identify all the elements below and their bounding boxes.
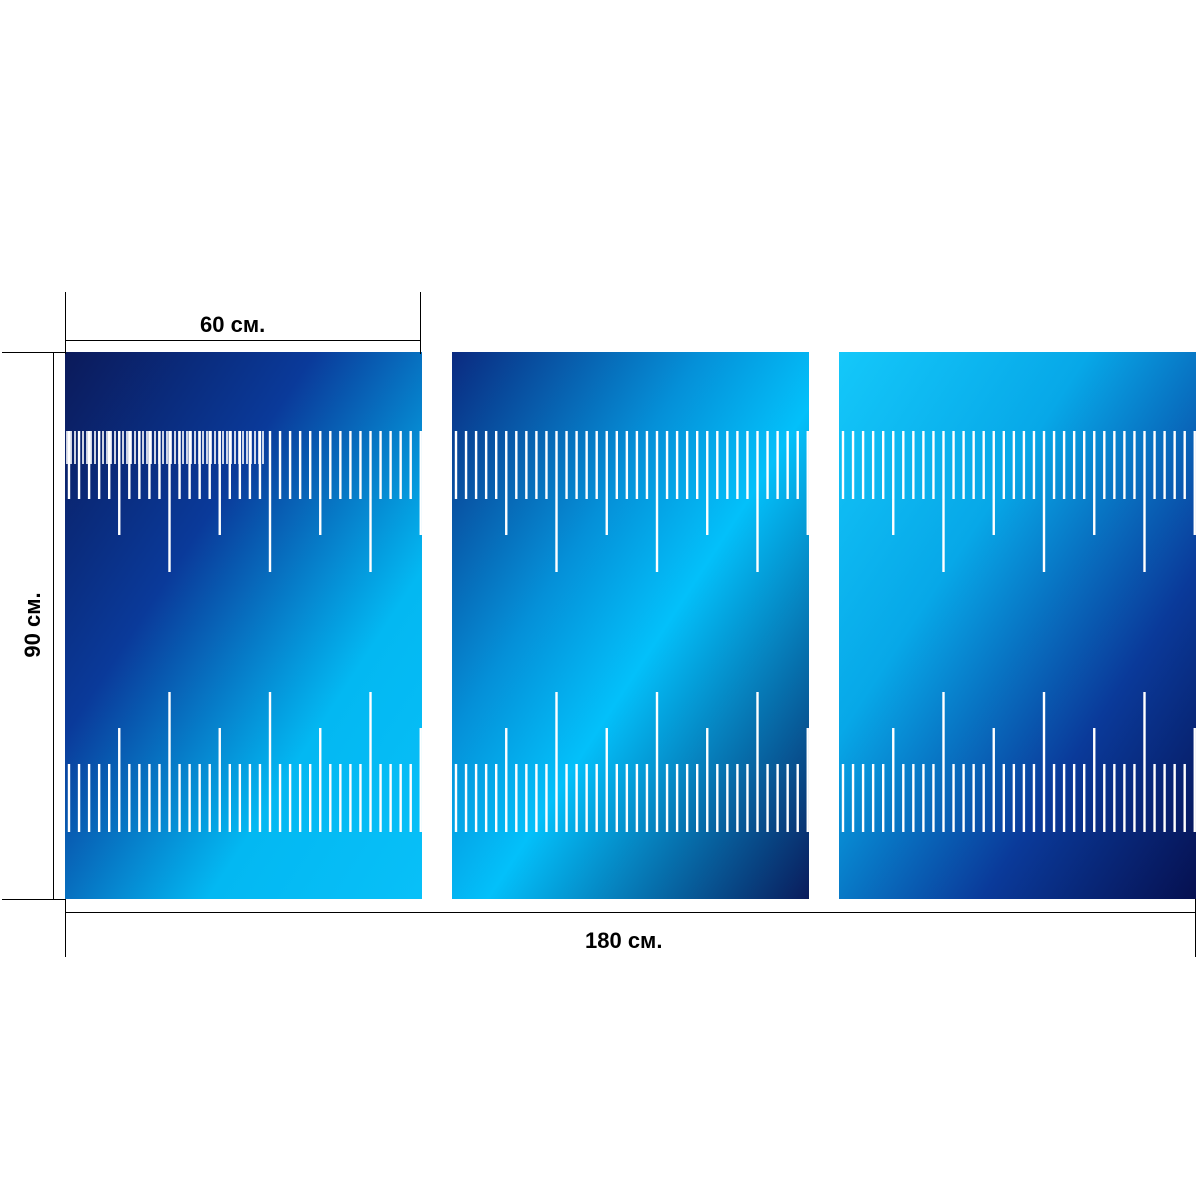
height-label: 90 см.	[20, 592, 45, 658]
panel-left-ruler-bottom	[67, 692, 422, 832]
total-width-tick-right	[1195, 899, 1196, 957]
panel-center-graphic	[452, 352, 809, 899]
panel-right-background	[839, 352, 1196, 899]
height-dimension-line	[53, 352, 54, 899]
canvas-panel-center	[452, 352, 809, 899]
panel-center-ruler-bottom	[454, 692, 809, 832]
height-dimension-tick-bottom	[2, 899, 66, 900]
panel-right-ruler-bottom	[841, 692, 1196, 832]
height-dimension-tick-top	[2, 352, 66, 353]
total-width-dimension-line	[65, 912, 1196, 913]
panel-left-ruler-top	[66, 431, 422, 572]
panel-center-background	[452, 352, 809, 899]
panel-right-graphic	[839, 352, 1196, 899]
width-dimension-line	[65, 340, 421, 341]
panel-width-label: 60 см.	[200, 312, 266, 337]
panel-right-ruler-top	[841, 431, 1196, 572]
canvas-panel-right	[839, 352, 1196, 899]
panel-center-ruler-top	[454, 431, 809, 572]
width-dimension-tick-right	[420, 292, 421, 354]
panel-left-graphic	[65, 352, 422, 899]
width-dimension-tick-left	[65, 292, 66, 354]
total-width-tick-left	[65, 899, 66, 957]
canvas-panel-left	[65, 352, 422, 899]
total-width-label: 180 см.	[585, 928, 663, 953]
